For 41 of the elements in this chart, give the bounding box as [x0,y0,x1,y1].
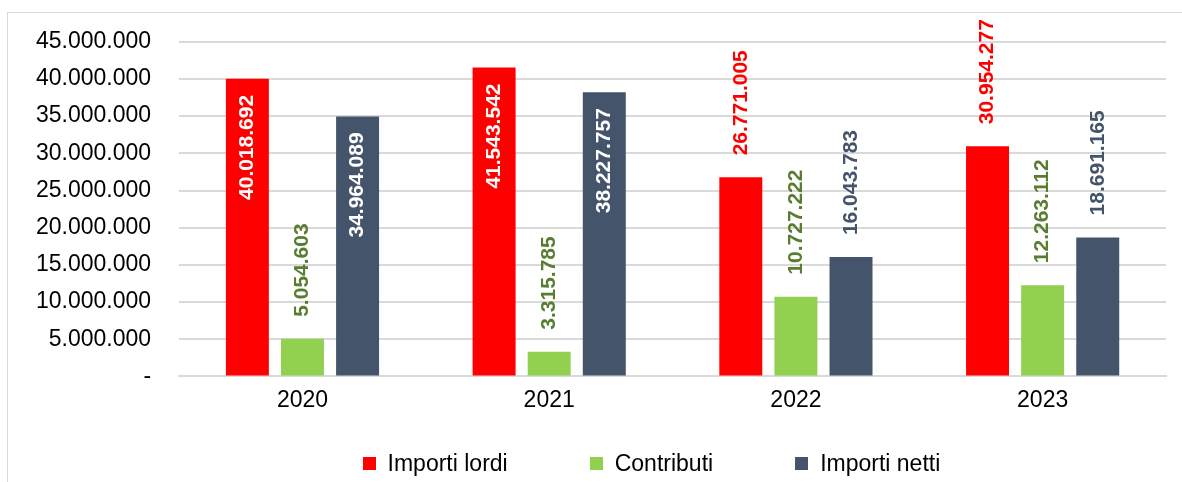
y-tick-label: 40.000.000 [35,64,152,91]
bar [966,146,1010,376]
bar [719,177,763,376]
data-label: 34.964.089 [344,132,368,238]
data-label: 3.315.785 [535,236,559,330]
bar [225,78,269,376]
x-tick-label: 2020 [276,385,329,412]
data-label: 12.263.112 [1029,159,1053,264]
bar [1021,285,1065,376]
bar [774,296,818,376]
y-tick-label: 35.000.000 [35,101,152,128]
y-tick-label: 5.000.000 [48,324,152,351]
y-tick-label: 30.000.000 [35,138,152,165]
data-label: 40.018.692 [234,94,258,200]
legend-label: Importi netti [820,449,941,477]
data-label: 41.543.542 [480,83,504,189]
y-tick-label: 15.000.000 [35,250,152,277]
y-tick-label: 45.000.000 [35,27,152,54]
data-label: 26.771.005 [727,49,751,156]
data-label: 10.727.222 [782,169,806,275]
bar [472,67,516,376]
y-tick-label: - [143,361,152,388]
data-label: 16.043.783 [837,130,861,236]
legend-label: Importi lordi [387,449,508,477]
bar [1076,237,1120,376]
y-tick-label: 10.000.000 [35,287,152,314]
x-tick-label: 2023 [1017,385,1069,412]
y-tick-label: 20.000.000 [35,213,152,240]
data-label: 38.227.757 [591,108,615,214]
bar [829,257,873,376]
data-label: 5.054.603 [289,223,313,317]
data-label: 30.954.277 [974,19,998,125]
x-tick-label: 2022 [770,385,822,412]
bar [336,116,380,376]
data-label: 18.691.165 [1084,110,1108,216]
bar [280,338,324,376]
y-tick-label: 25.000.000 [35,175,152,202]
x-tick-label: 2021 [523,385,575,412]
legend-label: Contributi [614,449,714,477]
bar [582,92,626,376]
bar [527,351,571,376]
